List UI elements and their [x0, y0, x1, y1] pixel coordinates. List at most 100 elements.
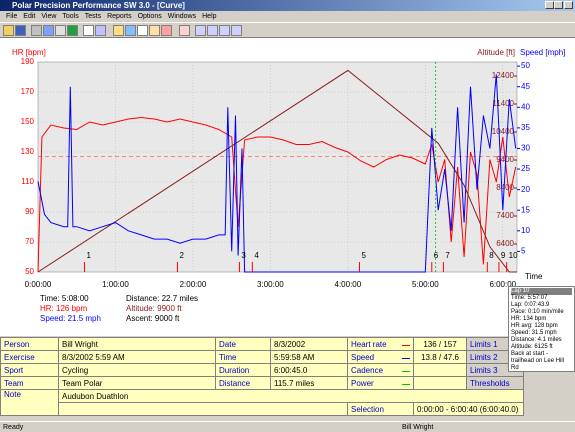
tool-icon[interactable] — [31, 25, 42, 36]
lap-label: 10 — [509, 251, 518, 260]
lap-label: 8 — [489, 251, 494, 260]
y3-axis-label: Speed [mph] — [520, 48, 565, 57]
series-line — [37, 69, 517, 273]
tool-icon[interactable] — [67, 25, 78, 36]
y3-tick-label: 20 — [521, 185, 530, 194]
menu-item[interactable]: Tests — [84, 13, 102, 20]
cell-value: Bill Wright — [58, 337, 216, 351]
y2-tick-label: 10400 — [492, 127, 515, 136]
tool-icon[interactable] — [15, 25, 26, 36]
menu-item[interactable]: Reports — [107, 13, 132, 20]
tool-icon[interactable] — [219, 25, 230, 36]
maximize-button[interactable] — [554, 1, 563, 9]
lap-label: 6 — [434, 251, 439, 260]
tool-icon[interactable] — [231, 25, 242, 36]
status-user: Bill Wright — [402, 424, 434, 431]
cell-value — [413, 376, 467, 390]
lap-popup: Lap 10 Time: 5:57:07 Lap: 0:07:43.9 Pace: 0… — [508, 286, 575, 372]
cell-value — [413, 363, 467, 377]
y3-tick-label: 35 — [521, 123, 530, 132]
cell-value: 8/3/2002 5:59 AM — [58, 350, 216, 364]
lap-label: 4 — [254, 251, 259, 260]
series-line — [37, 74, 517, 273]
summary-table: Person Bill Wright Date 8/3/2002 Heart r… — [0, 337, 524, 416]
y2-axis-label: Altitude [ft] — [477, 48, 515, 57]
cell-label: Exercise — [0, 350, 59, 364]
tool-icon[interactable] — [95, 25, 106, 36]
menu-item[interactable]: Options — [137, 13, 162, 20]
y2-tick-label: 12400 — [492, 71, 515, 80]
x-tick-label: 4:00:00 — [335, 280, 362, 289]
tool-icon[interactable] — [83, 25, 94, 36]
x-tick-label: 2:00:00 — [180, 280, 207, 289]
menu-item[interactable]: View — [41, 13, 57, 20]
y-tick-label: 150 — [21, 117, 35, 126]
menu-item[interactable]: Windows — [167, 13, 197, 20]
cell-value: Audubon Duathlon — [58, 389, 524, 403]
lap-label: 1 — [86, 251, 91, 260]
cursor-time: Time: 5:08:00 — [40, 294, 89, 303]
tool-icon[interactable] — [137, 25, 148, 36]
lap-label: 9 — [501, 251, 506, 260]
cell-label: Person — [0, 337, 59, 351]
tool-icon[interactable] — [179, 25, 190, 36]
cell-label: Distance — [215, 376, 271, 390]
close-button[interactable] — [564, 1, 573, 9]
cell-label: Time — [215, 350, 271, 364]
x-tick-label: 6:00:00 — [489, 280, 516, 289]
tool-icon[interactable] — [207, 25, 218, 36]
menu-item[interactable]: Tools — [62, 13, 79, 20]
menu-item[interactable]: Help — [202, 13, 217, 20]
x-tick-label: 5:00:00 — [412, 280, 439, 289]
y-tick-label: 190 — [21, 57, 35, 66]
status-text: Ready — [3, 424, 24, 431]
tool-icon[interactable] — [161, 25, 172, 36]
swatch — [402, 383, 410, 385]
y3-tick-label: 15 — [521, 205, 530, 214]
x-axis-label: Time — [525, 272, 543, 281]
tool-icon[interactable] — [55, 25, 66, 36]
title-bar: Polar Precision Performance SW 3.0 - [Cu… — [0, 0, 575, 11]
minimize-button[interactable] — [545, 1, 554, 9]
y2-tick-label: 7400 — [496, 211, 514, 220]
label-text: Cadence — [351, 365, 384, 375]
y-tick-label: 130 — [21, 147, 35, 156]
cell-value: Team Polar — [58, 376, 216, 390]
popup-line: Lap: 0:07:43.9 — [511, 302, 550, 308]
cell-value: 0:00:00 - 6:00:40 (6:00:40.0) — [413, 402, 524, 416]
cell-value: 115.7 miles — [270, 376, 348, 390]
x-tick-label: 1:00:00 — [102, 280, 129, 289]
menu-item[interactable]: File — [6, 13, 18, 20]
y3-tick-label: 45 — [521, 82, 530, 91]
tool-icon[interactable] — [125, 25, 136, 36]
label-text: Heart rate — [351, 339, 387, 349]
cell-label: Power — [347, 376, 414, 390]
thresholds-button[interactable]: Thresholds — [466, 376, 524, 390]
cell-value: 13.8 / 47.6 — [413, 350, 467, 364]
popup-line: Distance: 4.1 miles — [511, 337, 562, 343]
y3-tick-label: 30 — [521, 144, 530, 153]
cell-label: Sport — [0, 363, 59, 377]
swatch — [402, 357, 410, 359]
tool-icon[interactable] — [3, 25, 14, 36]
plot-area — [37, 61, 518, 273]
popup-line: Altitude: 6125 ft — [511, 344, 553, 350]
x-tick-label: 0:00:00 — [25, 280, 52, 289]
y2-tick-label: 6400 — [496, 239, 514, 248]
y3-tick-label: 10 — [521, 226, 530, 235]
window-title: Polar Precision Performance SW 3.0 - [Cu… — [12, 1, 185, 10]
toolbar — [0, 22, 575, 38]
tool-icon[interactable] — [113, 25, 124, 36]
cursor-altitude: Altitude: 9900 ft — [126, 304, 182, 313]
y3-tick-label: 25 — [521, 164, 530, 173]
tool-icon[interactable] — [195, 25, 206, 36]
tool-icon[interactable] — [43, 25, 54, 36]
series-line — [37, 116, 517, 273]
popup-line: Speed: 31.5 mph — [511, 330, 557, 336]
y-tick-label: 170 — [21, 87, 35, 96]
menu-item[interactable]: Edit — [23, 13, 36, 20]
label-text: Power — [351, 378, 374, 388]
tool-icon[interactable] — [149, 25, 160, 36]
cell-label: Speed — [347, 350, 414, 364]
y-tick-label: 70 — [25, 237, 34, 246]
